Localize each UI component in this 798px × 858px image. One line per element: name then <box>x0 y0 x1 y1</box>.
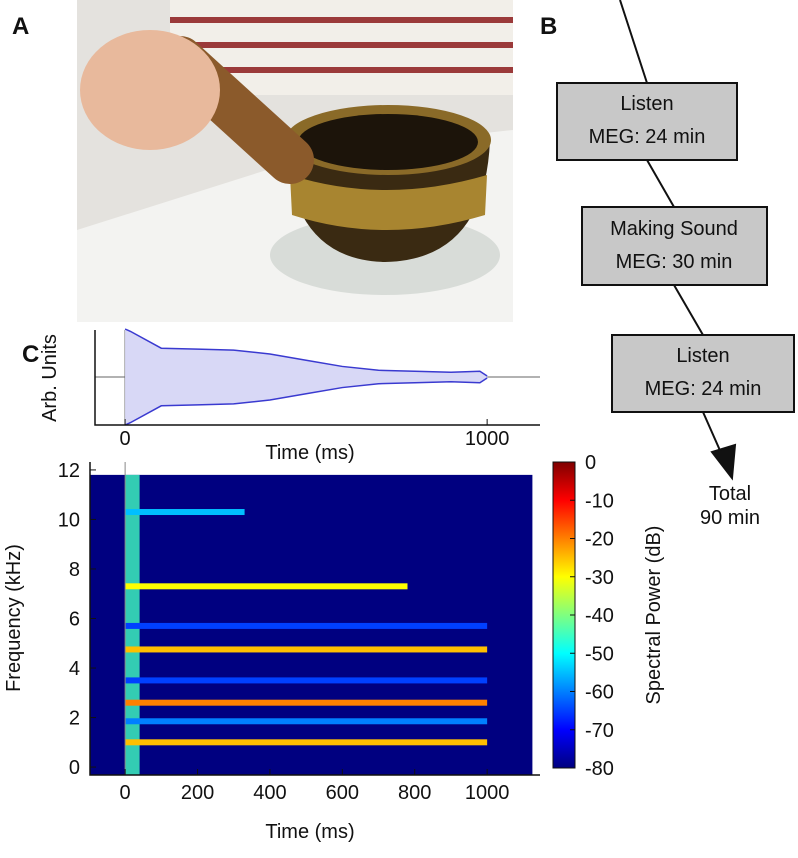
band <box>125 718 488 725</box>
step-detail: MEG: 30 min <box>616 251 733 273</box>
y-tick-label: 0 <box>69 757 80 779</box>
step-detail: MEG: 24 min <box>589 126 706 148</box>
band <box>125 677 488 684</box>
y-axis-label: Frequency (kHz) <box>3 544 25 692</box>
band <box>125 509 245 516</box>
flowchart <box>556 0 795 481</box>
y-axis-label: Arb. Units <box>39 334 61 422</box>
colorbar-tick-label: -30 <box>585 567 614 589</box>
x-tick-label: 0 <box>120 782 131 804</box>
x-axis-label: Time (ms) <box>265 442 354 464</box>
y-tick-label: 12 <box>58 460 80 482</box>
colorbar-tick-label: -20 <box>585 529 614 551</box>
panel-label: C <box>22 341 39 368</box>
step-label: Listen <box>676 345 729 367</box>
step-detail: MEG: 24 min <box>645 378 762 400</box>
envelope-fill <box>125 329 488 425</box>
envelope-line <box>124 377 488 426</box>
x-tick-label: 400 <box>253 782 286 804</box>
x-tick-label: 800 <box>398 782 431 804</box>
colorbar-tick-label: -60 <box>585 682 614 704</box>
y-tick-label: 4 <box>69 658 80 680</box>
x-tick-label: 1000 <box>465 782 510 804</box>
photo <box>77 0 513 322</box>
colorbar-tick-label: -10 <box>585 490 614 512</box>
axes <box>89 462 540 776</box>
colorbar-tick-label: -40 <box>585 605 614 627</box>
y-tick-label: 2 <box>69 708 80 730</box>
band <box>125 646 488 653</box>
colorbar-tick-label: 0 <box>585 452 596 474</box>
total-label: 90 min <box>700 507 760 529</box>
y-tick-label: 8 <box>69 559 80 581</box>
step-label: Listen <box>620 93 673 115</box>
total-label: Total <box>709 483 751 505</box>
colorbar-tick-label: -50 <box>585 643 614 665</box>
envelope-line <box>124 328 488 377</box>
y-tick-label: 10 <box>58 509 80 531</box>
band <box>125 699 488 706</box>
step-label: Making Sound <box>610 218 738 240</box>
band <box>125 739 488 746</box>
axes <box>94 330 540 426</box>
x-tick-label: 200 <box>181 782 214 804</box>
y-tick-label: 6 <box>69 609 80 631</box>
panel-label: A <box>12 13 29 40</box>
panel-label: B <box>540 13 557 40</box>
band <box>125 622 488 629</box>
colorbar-label: Spectral Power (dB) <box>643 526 665 705</box>
x-tick-label: 600 <box>326 782 359 804</box>
band <box>125 583 408 590</box>
colorbar-tick-label: -80 <box>585 758 614 780</box>
x-axis-label: Time (ms) <box>265 821 354 843</box>
x-tick-label: 0 <box>119 428 130 450</box>
colorbar-tick-label: -70 <box>585 720 614 742</box>
x-tick-label: 1000 <box>465 428 510 450</box>
